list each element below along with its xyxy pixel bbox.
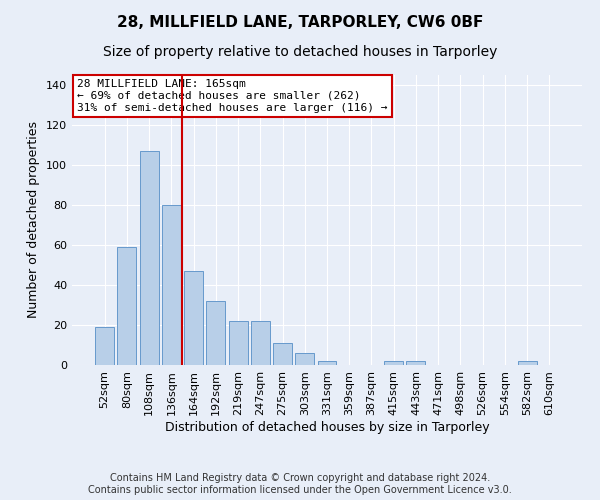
Bar (140, 151, 158, 365)
Text: Contains HM Land Registry data © Crown copyright and database right 2024.
Contai: Contains HM Land Registry data © Crown c… (88, 474, 512, 495)
Bar (206, 301, 225, 365)
Bar (518, 361, 536, 365)
Bar (162, 205, 181, 365)
Bar (229, 321, 248, 365)
Bar (118, 247, 136, 365)
Text: Size of property relative to detached houses in Tarporley: Size of property relative to detached ho… (103, 45, 497, 59)
Text: 28 MILLFIELD LANE: 165sqm
← 69% of detached houses are smaller (262)
31% of semi: 28 MILLFIELD LANE: 165sqm ← 69% of detac… (77, 80, 388, 112)
Bar (295, 353, 314, 365)
Bar (184, 271, 203, 365)
Bar (384, 361, 403, 365)
Y-axis label: Number of detached properties: Number of detached properties (28, 122, 40, 318)
Bar (273, 343, 292, 365)
Bar (251, 321, 270, 365)
X-axis label: Distribution of detached houses by size in Tarporley: Distribution of detached houses by size … (164, 420, 490, 434)
Text: 28, MILLFIELD LANE, TARPORLEY, CW6 0BF: 28, MILLFIELD LANE, TARPORLEY, CW6 0BF (117, 15, 483, 30)
Bar (95, 327, 114, 365)
Bar (406, 361, 425, 365)
Bar (317, 361, 337, 365)
